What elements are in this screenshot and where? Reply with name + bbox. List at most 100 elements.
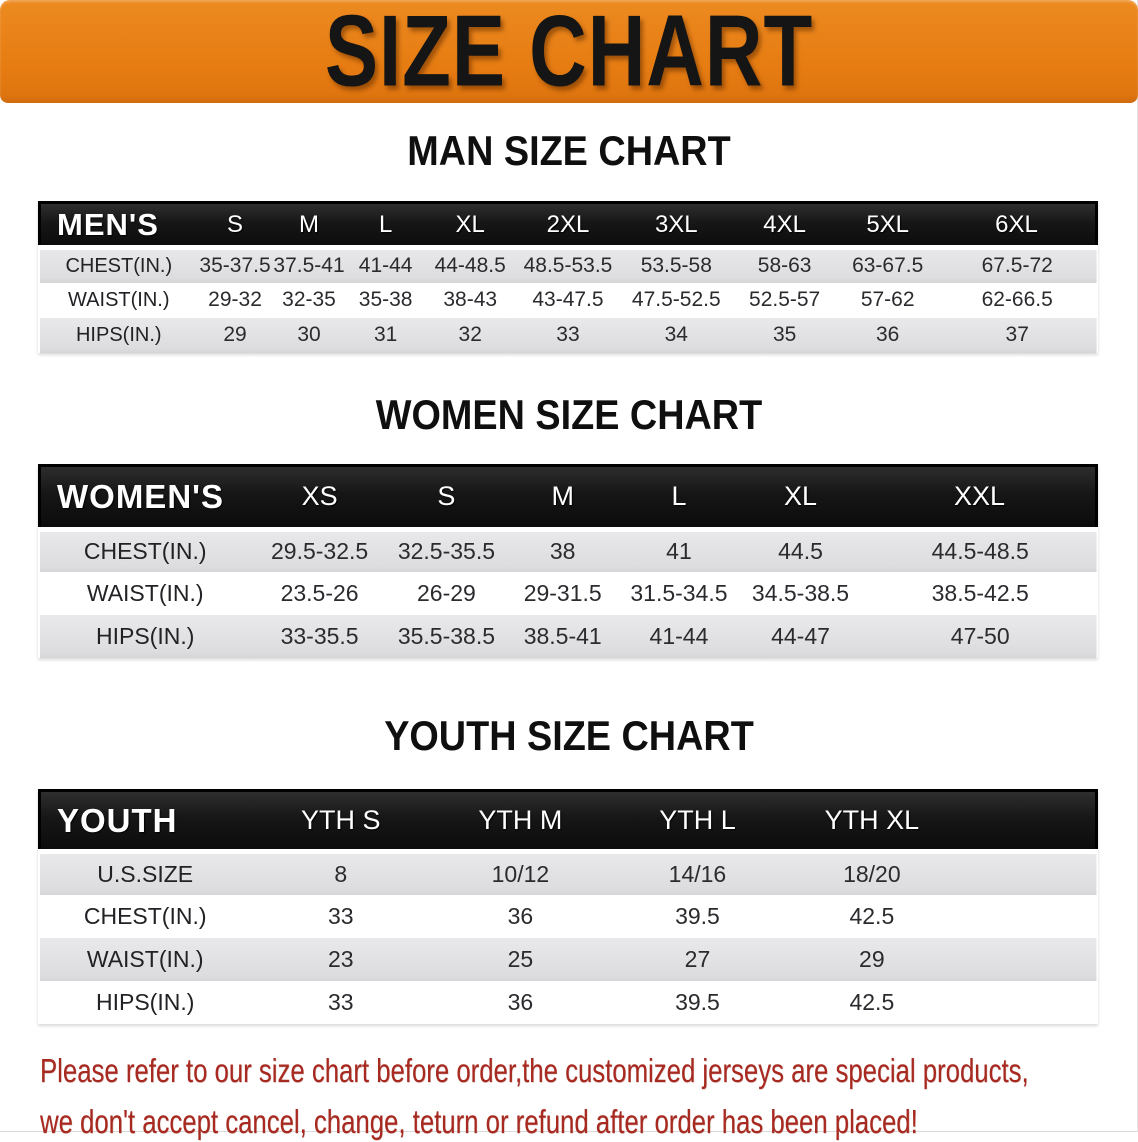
measurement-value: 42.5 — [785, 981, 959, 1024]
size-column-header: XS — [251, 465, 388, 529]
spacer-cell — [959, 938, 1096, 981]
measurement-value: 29-31.5 — [505, 572, 621, 615]
measurement-value: 44-47 — [737, 615, 864, 658]
measurement-value: 35 — [732, 318, 838, 353]
measurement-value: 35-37.5 — [198, 248, 272, 283]
size-column-header: XL — [737, 465, 864, 529]
women-section-heading: WOMEN SIZE CHART — [57, 391, 1081, 439]
measurement-value: 10/12 — [431, 852, 611, 895]
disclaimer-line-1: Please refer to our size chart before or… — [40, 1050, 896, 1091]
measurement-value: 52.5-57 — [732, 283, 838, 318]
spacer-cell — [959, 981, 1096, 1024]
size-column-header: XL — [425, 203, 515, 248]
size-column-header: 5XL — [837, 203, 937, 248]
measurement-value: 67.5-72 — [938, 248, 1097, 283]
measurement-value: 30 — [272, 318, 346, 353]
measurement-value: 31 — [346, 318, 425, 353]
size-column-header: 2XL — [515, 203, 621, 248]
measurement-value: 37 — [938, 318, 1097, 353]
measurement-value: 32 — [425, 318, 515, 353]
measurement-value: 36 — [837, 318, 937, 353]
size-column-header: L — [346, 203, 425, 248]
measurement-value: 44.5-48.5 — [864, 529, 1097, 572]
measurement-value: 33 — [251, 895, 431, 938]
size-column-header: S — [388, 465, 504, 529]
measurement-value: 8 — [251, 852, 431, 895]
measurement-value: 41-44 — [621, 615, 737, 658]
disclaimer-line-2: we don't accept cancel, change, teturn o… — [40, 1101, 896, 1142]
measurement-value: 33 — [251, 981, 431, 1024]
measurement-value: 29 — [785, 938, 959, 981]
measurement-value: 29 — [198, 318, 272, 353]
measurement-value: 18/20 — [785, 852, 959, 895]
measurement-value: 26-29 — [388, 572, 504, 615]
measurement-value: 38-43 — [425, 283, 515, 318]
measurement-value: 33 — [515, 318, 621, 353]
size-column-header: 3XL — [621, 203, 732, 248]
size-column-header: 6XL — [938, 203, 1097, 248]
measurement-value: 25 — [431, 938, 611, 981]
row-label: HIPS(IN.) — [40, 615, 251, 658]
measurement-value: 31.5-34.5 — [621, 572, 737, 615]
measurement-value: 38.5-42.5 — [864, 572, 1097, 615]
measurement-value: 33-35.5 — [251, 615, 388, 658]
measurement-value: 36 — [431, 895, 611, 938]
size-column-header: L — [621, 465, 737, 529]
measurement-value: 58-63 — [732, 248, 838, 283]
row-label: CHEST(IN.) — [40, 248, 199, 283]
measurement-value: 35.5-38.5 — [388, 615, 504, 658]
spacer-cell — [959, 852, 1096, 895]
size-column-header: YTH S — [251, 791, 431, 852]
measurement-value: 62-66.5 — [938, 283, 1097, 318]
row-label: WAIST(IN.) — [40, 283, 199, 318]
spacer-cell — [959, 791, 1096, 852]
size-column-header: XXL — [864, 465, 1097, 529]
size-column-header: YTH XL — [785, 791, 959, 852]
measurement-value: 43-47.5 — [515, 283, 621, 318]
measurement-value: 47-50 — [864, 615, 1097, 658]
measurement-value: 63-67.5 — [837, 248, 937, 283]
measurement-value: 32.5-35.5 — [388, 529, 504, 572]
size-column-header: M — [272, 203, 346, 248]
measurement-value: 57-62 — [837, 283, 937, 318]
men-section-heading: MAN SIZE CHART — [57, 127, 1081, 175]
measurement-value: 34 — [621, 318, 732, 353]
size-column-header: S — [198, 203, 272, 248]
men-table-label: MEN'S — [40, 203, 199, 248]
youth-section-heading: YOUTH SIZE CHART — [57, 712, 1081, 760]
measurement-value: 48.5-53.5 — [515, 248, 621, 283]
row-label: U.S.SIZE — [40, 852, 251, 895]
measurement-value: 44.5 — [737, 529, 864, 572]
youth-table-label: YOUTH — [40, 791, 251, 852]
measurement-value: 38 — [505, 529, 621, 572]
measurement-value: 23.5-26 — [251, 572, 388, 615]
measurement-value: 39.5 — [610, 895, 784, 938]
measurement-value: 29-32 — [198, 283, 272, 318]
banner: SIZE CHART — [0, 0, 1138, 103]
banner-title: SIZE CHART — [325, 0, 813, 110]
measurement-value: 41 — [621, 529, 737, 572]
measurement-value: 35-38 — [346, 283, 425, 318]
row-label: WAIST(IN.) — [40, 572, 251, 615]
measurement-value: 42.5 — [785, 895, 959, 938]
measurement-value: 37.5-41 — [272, 248, 346, 283]
measurement-value: 41-44 — [346, 248, 425, 283]
women-table-label: WOMEN'S — [40, 465, 251, 529]
